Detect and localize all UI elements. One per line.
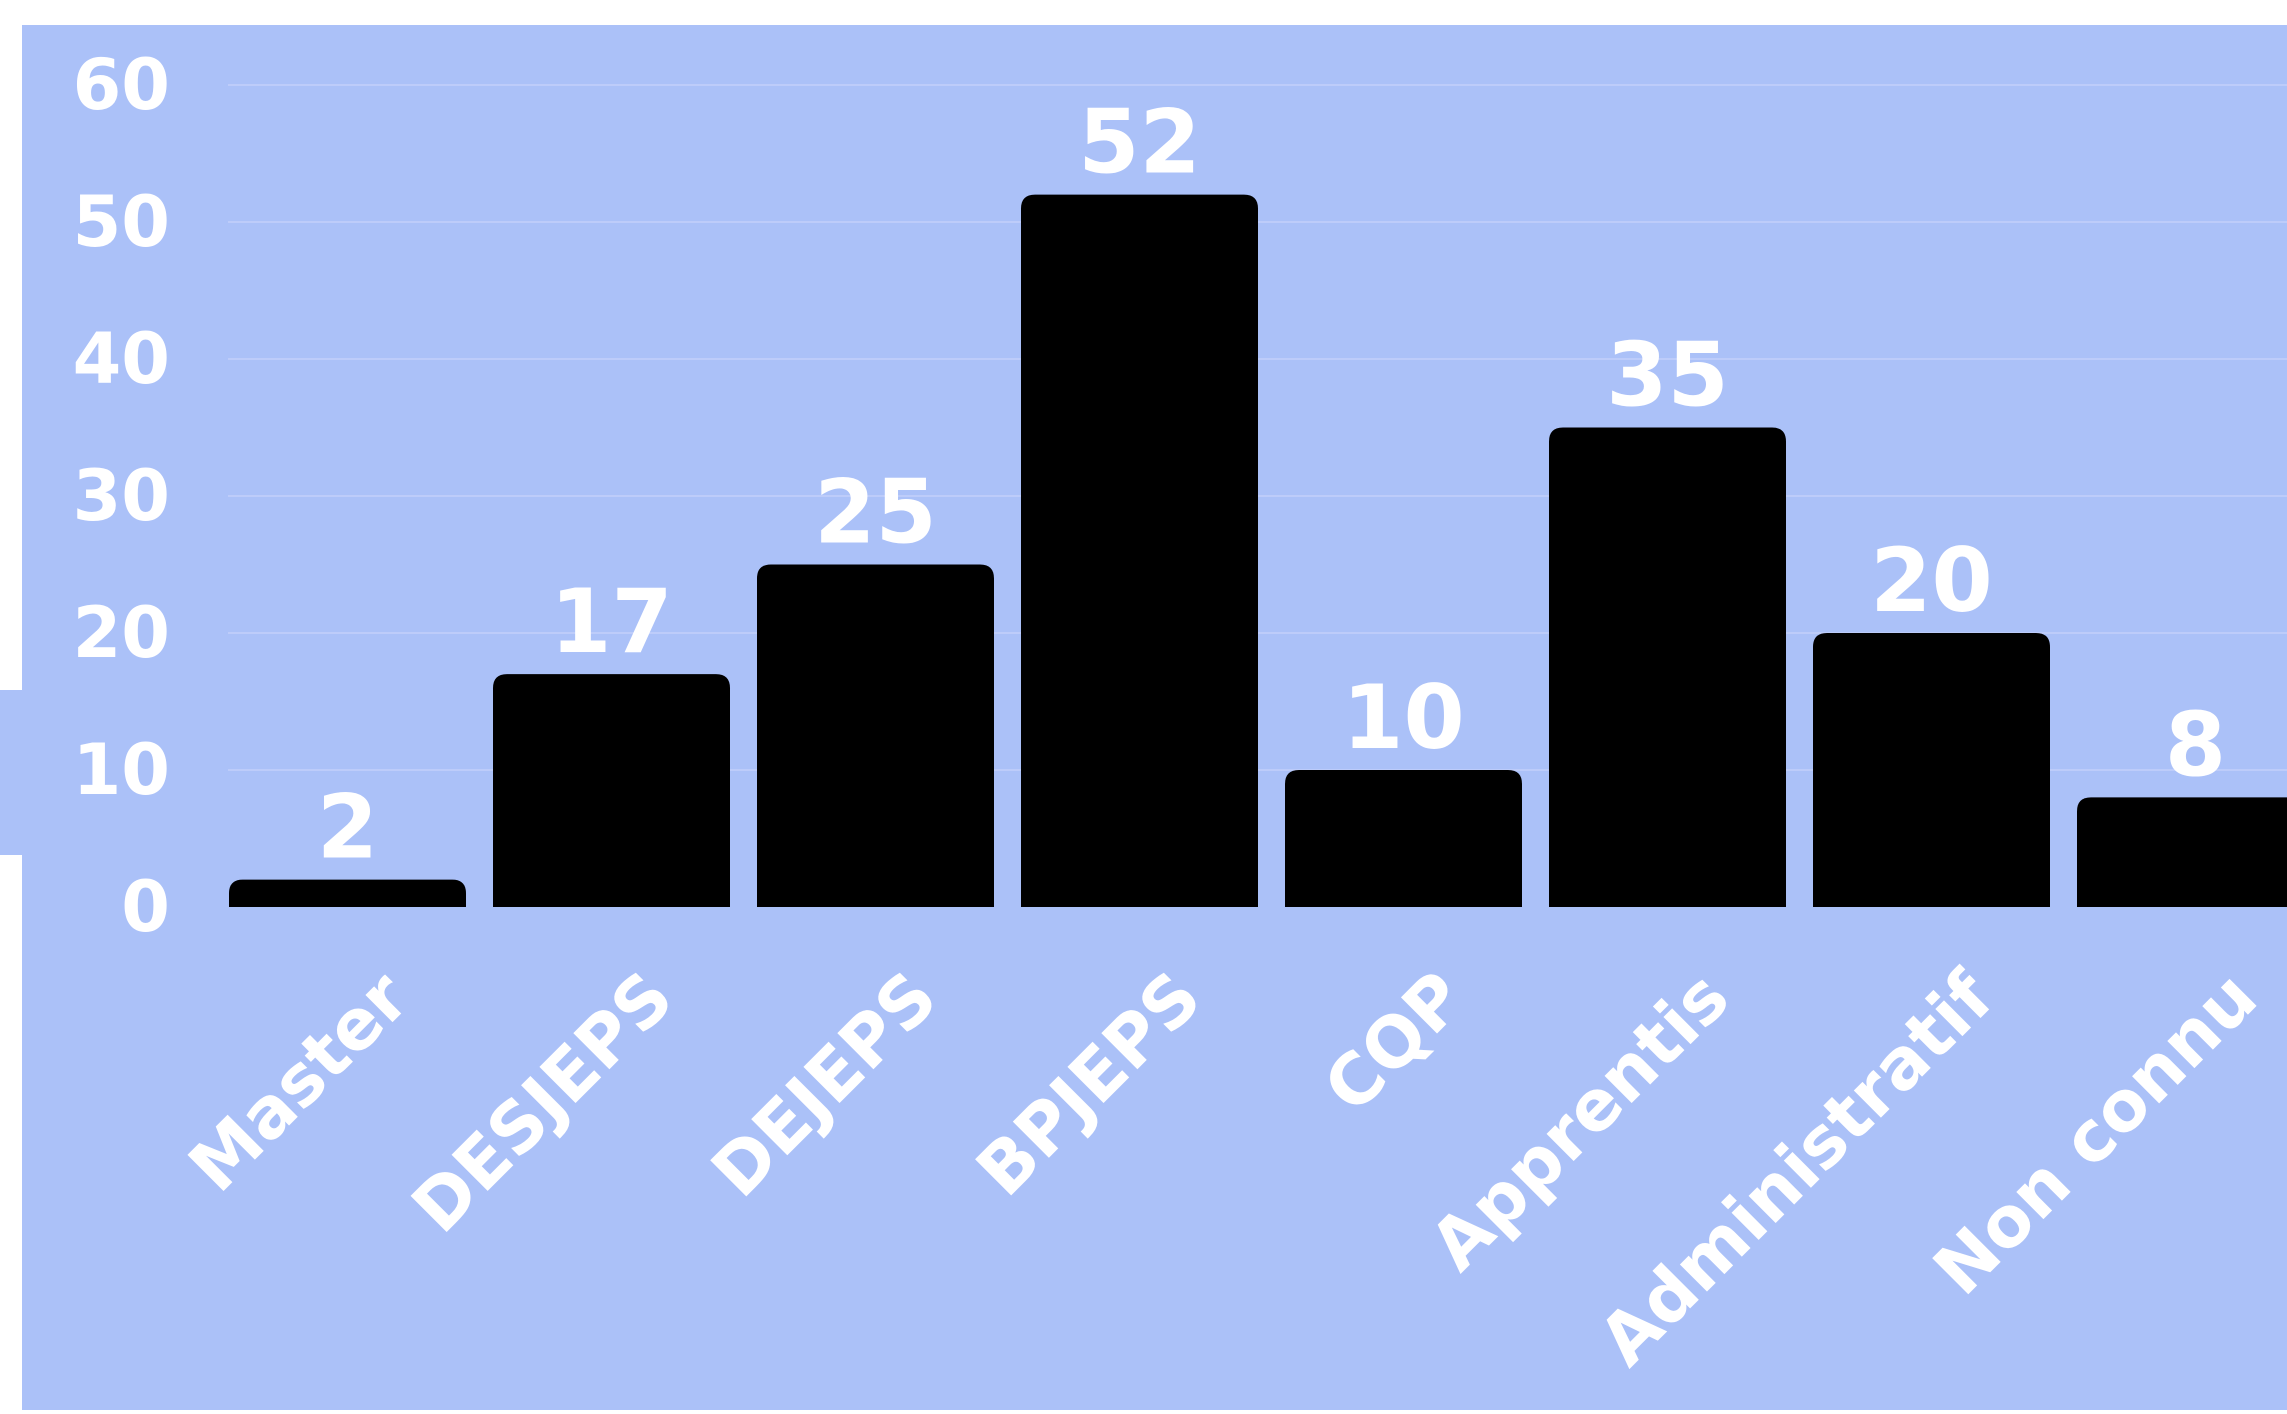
bar-master xyxy=(229,879,466,907)
y-tick-label: 10 xyxy=(73,729,170,811)
y-tick-label: 40 xyxy=(73,318,170,400)
data-label: 2 xyxy=(317,776,378,879)
bar-dejeps xyxy=(757,564,994,907)
data-label: 25 xyxy=(814,461,936,564)
data-labels: 2 17 25 52 10 35 20 8 xyxy=(317,91,2226,879)
bar-bpjeps xyxy=(1021,194,1258,908)
y-tick-label: 50 xyxy=(73,181,170,263)
bar-administratif xyxy=(1813,633,2050,907)
y-tick-label: 20 xyxy=(73,592,170,674)
data-label: 52 xyxy=(1078,91,1200,194)
bar-cqp xyxy=(1285,770,1522,907)
bars xyxy=(229,194,2287,908)
y-axis-ticks: 0 10 20 30 40 50 60 xyxy=(73,44,170,948)
left-panel-tab xyxy=(0,690,26,855)
data-label: 20 xyxy=(1870,529,1992,632)
y-tick-label: 60 xyxy=(73,44,170,126)
data-label: 17 xyxy=(550,570,672,673)
y-tick-label: 0 xyxy=(121,866,170,948)
data-label: 8 xyxy=(2165,693,2226,796)
y-tick-label: 30 xyxy=(73,455,170,537)
bar-non-connu xyxy=(2077,797,2287,907)
bar-apprentis xyxy=(1549,427,1786,907)
bar-desjeps xyxy=(493,674,730,907)
data-label: 35 xyxy=(1606,324,1728,427)
data-label: 10 xyxy=(1342,666,1464,769)
